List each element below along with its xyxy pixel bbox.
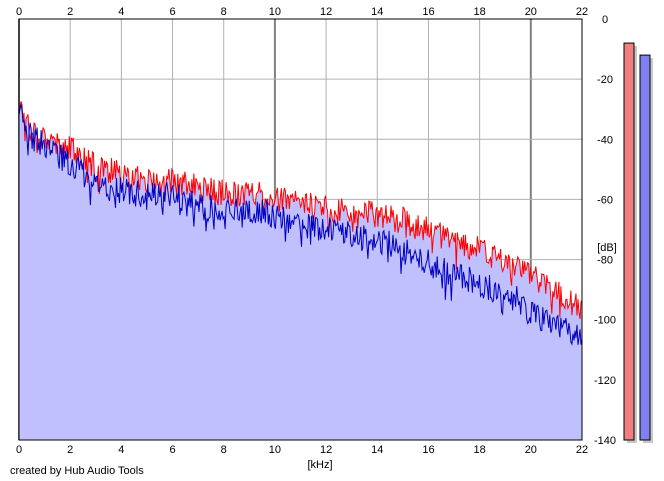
x-tick-top-2: 4 <box>118 6 124 18</box>
y-tick-7: -140 <box>594 435 616 447</box>
level-meters <box>623 42 653 444</box>
x-tick-bottom-0: 0 <box>16 444 22 456</box>
x-tick-bottom-10: 20 <box>525 444 537 456</box>
level-meter-1 <box>639 54 651 441</box>
series-line-0 <box>18 101 583 320</box>
x-tick-bottom-3: 6 <box>169 444 175 456</box>
y-tick-2: -40 <box>597 134 613 146</box>
series-line-1 <box>18 104 583 346</box>
x-axis-top-ticks: 0 2 4 6 8 10 12 14 16 18 20 22 <box>16 6 588 18</box>
x-tick-bottom-5: 10 <box>269 444 281 456</box>
x-tick-top-8: 16 <box>422 6 434 18</box>
x-tick-bottom-11: 22 <box>576 444 588 456</box>
x-tick-top-6: 12 <box>320 6 332 18</box>
x-tick-top-3: 6 <box>169 6 175 18</box>
x-tick-top-4: 8 <box>221 6 227 18</box>
x-tick-bottom-8: 16 <box>422 444 434 456</box>
y-tick-0: 0 <box>602 14 608 26</box>
x-tick-top-11: 22 <box>576 6 588 18</box>
x-tick-bottom-2: 4 <box>118 444 124 456</box>
x-tick-top-1: 2 <box>67 6 73 18</box>
x-tick-bottom-9: 18 <box>474 444 486 456</box>
x-tick-bottom-7: 14 <box>371 444 383 456</box>
x-tick-bottom-6: 12 <box>320 444 332 456</box>
x-tick-top-5: 10 <box>269 6 281 18</box>
y-tick-5: -100 <box>594 315 616 327</box>
y-tick-1: -20 <box>597 74 613 86</box>
x-tick-top-7: 14 <box>371 6 383 18</box>
series-lines <box>18 101 583 346</box>
y-tick-6: -120 <box>594 375 616 387</box>
x-axis-bottom-ticks: 0 2 4 6 8 10 12 14 16 18 20 22 <box>16 444 588 456</box>
plot-frame <box>18 18 583 441</box>
x-axis-label: [kHz] <box>307 459 332 471</box>
x-tick-bottom-4: 8 <box>221 444 227 456</box>
x-tick-top-10: 20 <box>525 6 537 18</box>
y-tick-3: -60 <box>597 194 613 206</box>
x-tick-top-0: 0 <box>16 6 22 18</box>
credit-text: created by Hub Audio Tools <box>10 465 144 477</box>
level-meter-0 <box>623 42 635 441</box>
y-axis-ticks: 0 -20 -40 -60 -80 -100 -120 -140 <box>594 14 616 447</box>
x-tick-top-9: 18 <box>474 6 486 18</box>
y-axis-label: [dB] <box>597 242 617 254</box>
x-tick-bottom-1: 2 <box>67 444 73 456</box>
y-tick-4: -80 <box>597 255 613 267</box>
